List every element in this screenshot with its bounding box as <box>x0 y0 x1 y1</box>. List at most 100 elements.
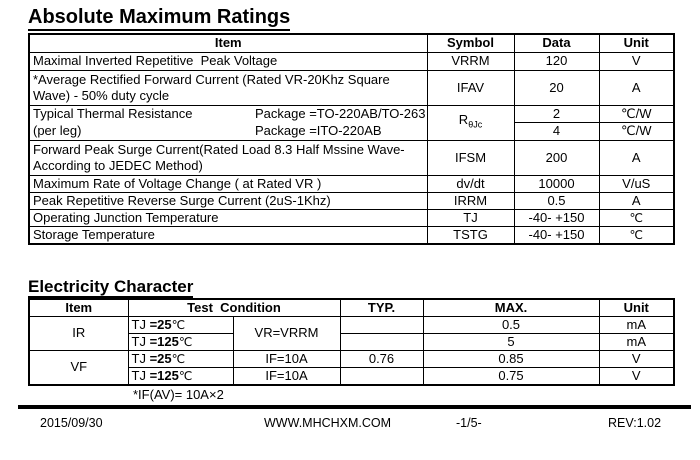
thermal-symbol: RθJc <box>426 104 515 141</box>
footnote: *IF(AV)= 10A×2 <box>133 386 224 402</box>
vf-condition-tj125: TJ =125℃ <box>127 366 234 385</box>
vrrm-data: 120 <box>513 51 600 71</box>
ifav-item-line2: Wave) - 50% duty cycle <box>33 87 170 103</box>
ratings-header-row: Item Symbol Data Unit <box>28 33 675 53</box>
ratings-section-title: Absolute Maximum Ratings <box>28 6 291 31</box>
table-row: 4 ℃/W <box>29 121 675 141</box>
dvdt-symbol: dv/dt <box>426 174 515 193</box>
table-row: *Average Rectified Forward Current (Rate… <box>28 69 675 106</box>
table-row: TJ =125℃ IF=10A 0.75 V <box>29 366 675 385</box>
tstg-symbol: TSTG <box>426 225 515 244</box>
dvdt-data: 10000 <box>513 174 600 193</box>
footer-revision: REV:1.02 <box>608 416 662 430</box>
table-row: Forward Peak Surge Current(Rated Load 8.… <box>28 139 675 176</box>
ratings-header-symbol: Symbol <box>426 33 515 53</box>
vf-label: VF <box>28 349 129 385</box>
ifsm-data: 200 <box>513 139 600 176</box>
ifav-symbol: IFAV <box>426 69 515 106</box>
footer-website: WWW.MHCHXM.COM <box>264 416 392 430</box>
tj-unit: ℃ <box>598 208 675 227</box>
tstg-item: Storage Temperature <box>28 225 428 244</box>
ir-typ-2 <box>339 332 424 351</box>
table-row: TJ =125℃ 5 mA <box>29 332 675 351</box>
ir-typ-1 <box>339 315 424 334</box>
ratings-table: Item Symbol Data Unit Maximal Inverted R… <box>28 33 675 245</box>
table-row: IR TJ =25℃ VR=VRRM 0.5 mA <box>28 315 675 351</box>
thermal-unit-2: ℃/W <box>598 121 675 141</box>
electricity-header-row: Item Test Condition TYP. MAX. Unit <box>28 298 675 317</box>
thermal-data-1: 2 <box>513 104 600 123</box>
ir-condition-vr: VR=VRRM <box>232 315 341 351</box>
ir-condition-tj25: TJ =25℃ <box>127 315 234 334</box>
vf-typ-2 <box>339 366 424 385</box>
vf-max-2: 0.75 <box>422 366 600 385</box>
electricity-header-typ: TYP. <box>339 298 424 317</box>
table-row: Storage Temperature TSTG -40- +150 ℃ <box>28 225 675 244</box>
tstg-unit: ℃ <box>598 225 675 244</box>
vrrm-unit: V <box>598 51 675 71</box>
tj-symbol: TJ <box>426 208 515 227</box>
thermal-data-2: 4 <box>513 121 600 141</box>
vrrm-item: Maximal Inverted Repetitive Peak Voltage <box>28 51 428 71</box>
table-row: Maximum Rate of Voltage Change ( at Rate… <box>28 174 675 193</box>
electricity-header-max: MAX. <box>422 298 600 317</box>
electricity-header-item: Item <box>28 298 129 317</box>
tstg-data: -40- +150 <box>513 225 600 244</box>
page-footer: 2015/09/30 WWW.MHCHXM.COM -1/5- REV:1.02 <box>0 416 700 434</box>
tj-data: -40- +150 <box>513 208 600 227</box>
table-row: Typical Thermal Resistance Package =TO-2… <box>28 104 675 141</box>
ratings-title-row: Absolute Maximum Ratings <box>0 0 700 33</box>
vf-condition-tj25: TJ =25℃ <box>127 349 234 368</box>
thermal-item-line1-left: Typical Thermal Resistance <box>33 105 193 121</box>
ir-label: IR <box>28 315 129 351</box>
electricity-table: Item Test Condition TYP. MAX. Unit IR TJ… <box>28 297 675 386</box>
thermal-item: Typical Thermal Resistance Package =TO-2… <box>28 104 428 141</box>
ifsm-unit: A <box>598 139 675 176</box>
irrm-symbol: IRRM <box>426 191 515 210</box>
electricity-section-title: Electricity Character <box>28 276 194 298</box>
ratings-header-data: Data <box>513 33 600 53</box>
irrm-unit: A <box>598 191 675 210</box>
ifav-item-line1: *Average Rectified Forward Current (Rate… <box>33 71 390 87</box>
ratings-header-unit: Unit <box>598 33 675 53</box>
table-row: Maximal Inverted Repetitive Peak Voltage… <box>28 51 675 71</box>
thermal-item-line2-package: Package =ITO-220AB <box>255 122 382 138</box>
vf-condition-if-2: IF=10A <box>232 366 341 385</box>
table-row: Operating Junction Temperature TJ -40- +… <box>28 208 675 227</box>
ifsm-item-line2: According to JEDEC Method) <box>33 157 203 173</box>
electricity-header-test-condition: Test Condition <box>127 298 341 317</box>
thermal-item-line1-package: Package =TO-220AB/TO-263 <box>255 105 426 121</box>
thermal-unit-1: ℃/W <box>598 104 675 123</box>
footer-page-number: -1/5- <box>456 416 482 430</box>
thermal-item-line2-left: (per leg) <box>33 122 82 138</box>
footer-date: 2015/09/30 <box>40 416 103 430</box>
ir-condition-tj125: TJ =125℃ <box>127 332 234 351</box>
ratings-header-item: Item <box>28 33 428 53</box>
irrm-data: 0.5 <box>513 191 600 210</box>
ifsm-item-line1: Forward Peak Surge Current(Rated Load 8.… <box>33 141 405 157</box>
tj-item: Operating Junction Temperature <box>28 208 428 227</box>
ir-max-1: 0.5 <box>422 315 600 334</box>
table-row: VF TJ =25℃ IF=10A 0.76 0.85 V <box>28 349 675 385</box>
ir-unit-2: mA <box>598 332 675 351</box>
irrm-item: Peak Repetitive Reverse Surge Current (2… <box>28 191 428 210</box>
vf-max-1: 0.85 <box>422 349 600 368</box>
dvdt-item: Maximum Rate of Voltage Change ( at Rate… <box>28 174 428 193</box>
ifav-data: 20 <box>513 69 600 106</box>
footer-divider <box>18 405 691 409</box>
ifav-unit: A <box>598 69 675 106</box>
ifsm-symbol: IFSM <box>426 139 515 176</box>
vf-unit-2: V <box>598 366 675 385</box>
table-row: Peak Repetitive Reverse Surge Current (2… <box>28 191 675 210</box>
ir-max-2: 5 <box>422 332 600 351</box>
vf-unit-1: V <box>598 349 675 368</box>
dvdt-unit: V/uS <box>598 174 675 193</box>
electricity-header-unit: Unit <box>598 298 675 317</box>
vrrm-symbol: VRRM <box>426 51 515 71</box>
ir-unit-1: mA <box>598 315 675 334</box>
vf-condition-if-1: IF=10A <box>232 349 341 368</box>
ifav-item: *Average Rectified Forward Current (Rate… <box>28 69 428 106</box>
ifsm-item: Forward Peak Surge Current(Rated Load 8.… <box>28 139 428 176</box>
vf-typ-1: 0.76 <box>339 349 424 368</box>
